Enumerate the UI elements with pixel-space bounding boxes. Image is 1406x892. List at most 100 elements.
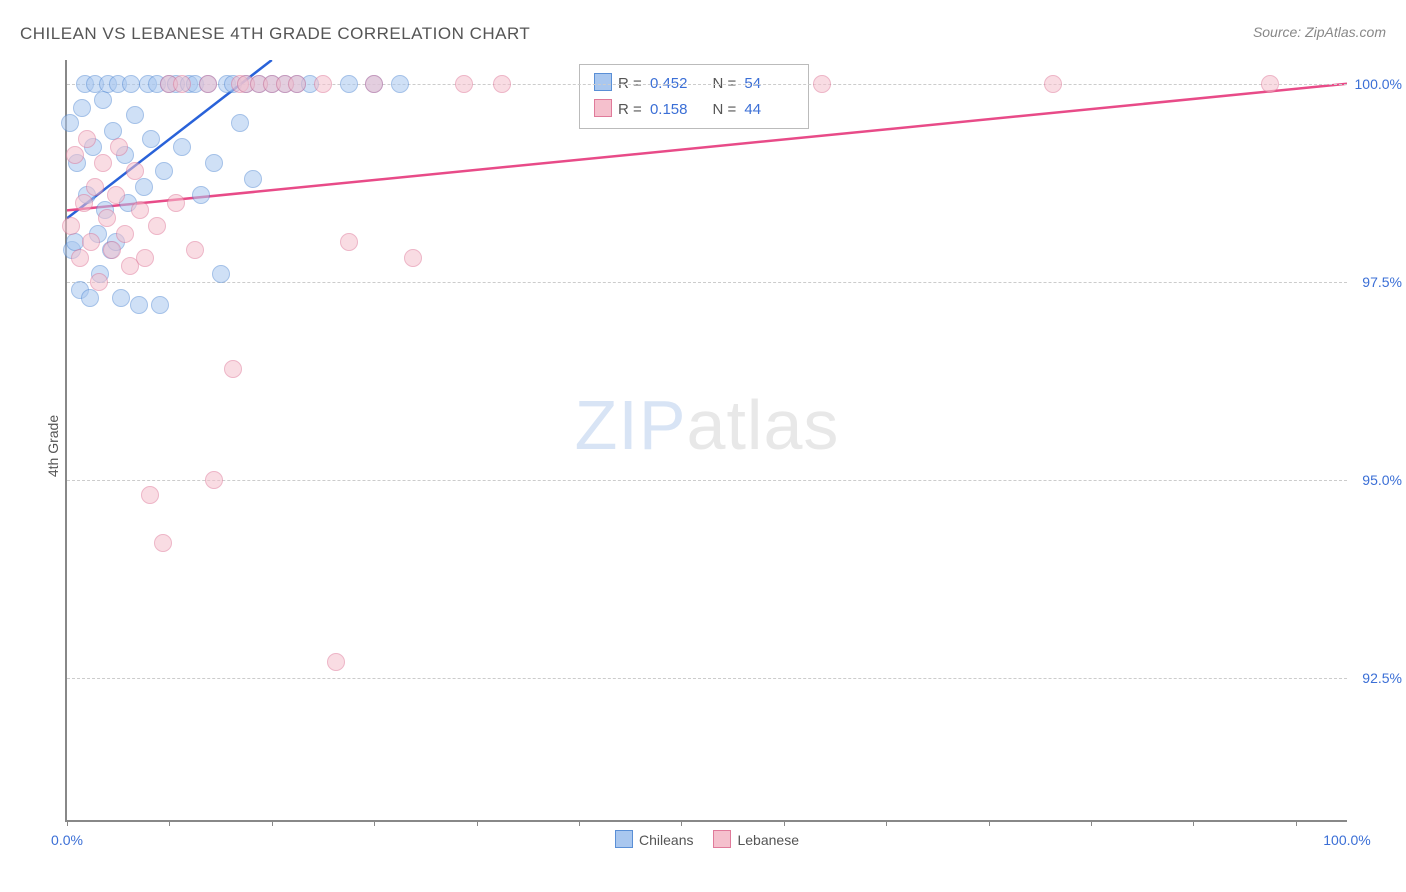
scatter-point xyxy=(94,91,112,109)
xtick xyxy=(681,820,682,826)
scatter-point xyxy=(205,154,223,172)
scatter-point xyxy=(107,186,125,204)
ytick-label: 92.5% xyxy=(1362,670,1402,686)
xtick xyxy=(374,820,375,826)
scatter-point xyxy=(131,201,149,219)
legend-swatch xyxy=(713,830,731,848)
series-legend-item: Chileans xyxy=(615,832,693,848)
scatter-point xyxy=(126,106,144,124)
scatter-point xyxy=(155,162,173,180)
plot-area: ZIPatlas R = 0.452 N = 54R = 0.158 N = 4… xyxy=(65,60,1347,822)
scatter-point xyxy=(151,296,169,314)
gridline xyxy=(67,678,1347,679)
watermark-atlas: atlas xyxy=(687,386,840,464)
watermark-zip: ZIP xyxy=(575,386,687,464)
scatter-point xyxy=(78,130,96,148)
scatter-point xyxy=(327,653,345,671)
scatter-point xyxy=(404,249,422,267)
xtick xyxy=(1296,820,1297,826)
scatter-point xyxy=(231,114,249,132)
r-label: R = xyxy=(618,101,642,118)
n-label: N = xyxy=(712,101,736,118)
scatter-point xyxy=(186,241,204,259)
scatter-point xyxy=(116,225,134,243)
chart-title: CHILEAN VS LEBANESE 4TH GRADE CORRELATIO… xyxy=(20,24,530,44)
xtick xyxy=(886,820,887,826)
scatter-point xyxy=(130,296,148,314)
legend-swatch xyxy=(615,830,633,848)
ytick-label: 95.0% xyxy=(1362,472,1402,488)
xtick xyxy=(67,820,68,826)
xtick xyxy=(1193,820,1194,826)
stats-legend-row: R = 0.158 N = 44 xyxy=(594,97,794,123)
scatter-point xyxy=(136,249,154,267)
ytick-label: 97.5% xyxy=(1362,274,1402,290)
legend-swatch xyxy=(594,99,612,117)
scatter-point xyxy=(148,217,166,235)
watermark: ZIPatlas xyxy=(575,385,840,465)
scatter-point xyxy=(110,138,128,156)
scatter-point xyxy=(142,130,160,148)
scatter-point xyxy=(62,217,80,235)
n-value: 44 xyxy=(744,97,794,123)
scatter-point xyxy=(81,289,99,307)
scatter-point xyxy=(365,75,383,93)
xtick xyxy=(272,820,273,826)
scatter-point xyxy=(73,99,91,117)
xtick xyxy=(579,820,580,826)
scatter-point xyxy=(103,241,121,259)
xtick xyxy=(989,820,990,826)
scatter-point xyxy=(86,178,104,196)
xtick xyxy=(1091,820,1092,826)
scatter-point xyxy=(66,146,84,164)
scatter-point xyxy=(122,75,140,93)
scatter-point xyxy=(1044,75,1062,93)
series-name: Chileans xyxy=(639,832,693,848)
scatter-point xyxy=(192,186,210,204)
legend-swatch xyxy=(594,73,612,91)
scatter-point xyxy=(314,75,332,93)
scatter-point xyxy=(391,75,409,93)
xtick xyxy=(784,820,785,826)
series-legend-item: Lebanese xyxy=(713,832,799,848)
scatter-point xyxy=(493,75,511,93)
scatter-point xyxy=(288,75,306,93)
scatter-point xyxy=(126,162,144,180)
scatter-point xyxy=(94,154,112,172)
scatter-point xyxy=(224,360,242,378)
r-value: 0.158 xyxy=(650,97,700,123)
xtick xyxy=(169,820,170,826)
gridline xyxy=(67,480,1347,481)
series-legend: Chileans Lebanese xyxy=(605,830,809,848)
scatter-point xyxy=(1261,75,1279,93)
scatter-point xyxy=(244,170,262,188)
scatter-point xyxy=(212,265,230,283)
xtick xyxy=(477,820,478,826)
scatter-point xyxy=(167,194,185,212)
scatter-point xyxy=(340,75,358,93)
scatter-point xyxy=(90,273,108,291)
scatter-point xyxy=(75,194,93,212)
scatter-point xyxy=(82,233,100,251)
scatter-point xyxy=(813,75,831,93)
y-axis-label: 4th Grade xyxy=(45,415,61,477)
xlabel-left: 0.0% xyxy=(51,832,83,848)
ytick-label: 100.0% xyxy=(1355,76,1402,92)
scatter-point xyxy=(98,209,116,227)
scatter-point xyxy=(112,289,130,307)
xlabel-right: 100.0% xyxy=(1323,832,1370,848)
scatter-point xyxy=(61,114,79,132)
source-attribution: Source: ZipAtlas.com xyxy=(1253,24,1386,40)
gridline xyxy=(67,282,1347,283)
scatter-point xyxy=(205,471,223,489)
stats-legend: R = 0.452 N = 54R = 0.158 N = 44 xyxy=(579,64,809,129)
scatter-point xyxy=(154,534,172,552)
scatter-point xyxy=(455,75,473,93)
scatter-point xyxy=(71,249,89,267)
scatter-point xyxy=(141,486,159,504)
scatter-point xyxy=(199,75,217,93)
scatter-point xyxy=(173,138,191,156)
scatter-point xyxy=(340,233,358,251)
scatter-point xyxy=(135,178,153,196)
series-name: Lebanese xyxy=(737,832,799,848)
